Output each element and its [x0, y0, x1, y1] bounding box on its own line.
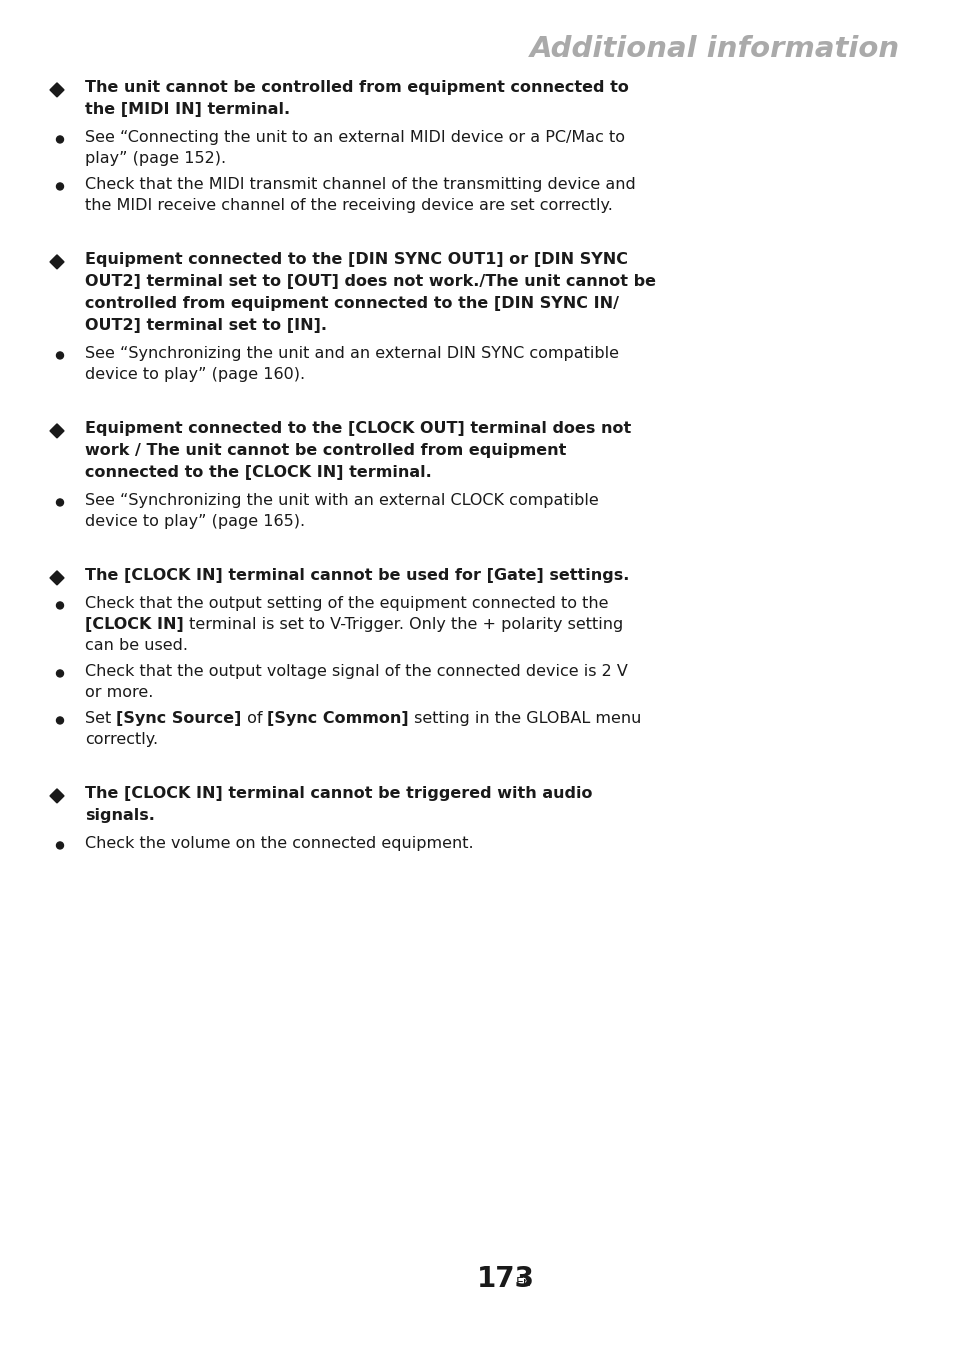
Text: or more.: or more.	[85, 685, 153, 700]
Circle shape	[56, 136, 64, 143]
Polygon shape	[50, 255, 64, 268]
Text: signals.: signals.	[85, 807, 154, 824]
Text: device to play” (page 165).: device to play” (page 165).	[85, 514, 305, 528]
Text: device to play” (page 160).: device to play” (page 160).	[85, 367, 305, 381]
Text: OUT2] terminal set to [IN].: OUT2] terminal set to [IN].	[85, 318, 327, 333]
Text: [CLOCK IN]: [CLOCK IN]	[85, 617, 184, 632]
Polygon shape	[50, 789, 64, 803]
Text: work / The unit cannot be controlled from equipment: work / The unit cannot be controlled fro…	[85, 443, 566, 458]
Text: The unit cannot be controlled from equipment connected to: The unit cannot be controlled from equip…	[85, 80, 628, 94]
Text: can be used.: can be used.	[85, 638, 188, 652]
Text: correctly.: correctly.	[85, 732, 158, 747]
Text: Additional information: Additional information	[529, 35, 899, 63]
Text: See “Synchronizing the unit with an external CLOCK compatible: See “Synchronizing the unit with an exte…	[85, 493, 598, 508]
Text: Equipment connected to the [DIN SYNC OUT1] or [DIN SYNC: Equipment connected to the [DIN SYNC OUT…	[85, 252, 627, 267]
Text: Check the volume on the connected equipment.: Check the volume on the connected equipm…	[85, 836, 473, 851]
Circle shape	[56, 717, 64, 724]
Text: En: En	[516, 1277, 531, 1289]
Circle shape	[56, 842, 64, 849]
Polygon shape	[50, 82, 64, 97]
Text: Check that the MIDI transmit channel of the transmitting device and: Check that the MIDI transmit channel of …	[85, 177, 635, 191]
Text: terminal is set to V-Trigger. Only the + polarity setting: terminal is set to V-Trigger. Only the +…	[184, 617, 622, 632]
Text: Set: Set	[85, 710, 116, 727]
Text: See “Synchronizing the unit and an external DIN SYNC compatible: See “Synchronizing the unit and an exter…	[85, 346, 618, 361]
Text: Check that the output setting of the equipment connected to the: Check that the output setting of the equ…	[85, 596, 608, 611]
Text: the [MIDI IN] terminal.: the [MIDI IN] terminal.	[85, 102, 290, 117]
Text: OUT2] terminal set to [OUT] does not work./The unit cannot be: OUT2] terminal set to [OUT] does not wor…	[85, 274, 656, 288]
Text: [Sync Common]: [Sync Common]	[267, 710, 409, 727]
Polygon shape	[50, 423, 64, 438]
Text: play” (page 152).: play” (page 152).	[85, 151, 226, 166]
Text: [Sync Source]: [Sync Source]	[116, 710, 241, 727]
Text: See “Connecting the unit to an external MIDI device or a PC/Mac to: See “Connecting the unit to an external …	[85, 129, 624, 146]
Circle shape	[56, 352, 64, 359]
Text: connected to the [CLOCK IN] terminal.: connected to the [CLOCK IN] terminal.	[85, 465, 432, 480]
Polygon shape	[50, 572, 64, 585]
Text: The [CLOCK IN] terminal cannot be used for [Gate] settings.: The [CLOCK IN] terminal cannot be used f…	[85, 568, 629, 582]
Text: The [CLOCK IN] terminal cannot be triggered with audio: The [CLOCK IN] terminal cannot be trigge…	[85, 786, 592, 801]
Text: of: of	[241, 710, 267, 727]
Text: controlled from equipment connected to the [DIN SYNC IN/: controlled from equipment connected to t…	[85, 297, 618, 311]
Text: Equipment connected to the [CLOCK OUT] terminal does not: Equipment connected to the [CLOCK OUT] t…	[85, 421, 631, 435]
Circle shape	[56, 183, 64, 190]
Text: 173: 173	[476, 1264, 535, 1293]
Text: setting in the GLOBAL menu: setting in the GLOBAL menu	[409, 710, 640, 727]
Circle shape	[56, 603, 64, 609]
Circle shape	[56, 670, 64, 677]
Circle shape	[56, 499, 64, 506]
Text: the MIDI receive channel of the receiving device are set correctly.: the MIDI receive channel of the receivin…	[85, 198, 612, 213]
Text: Check that the output voltage signal of the connected device is 2 V: Check that the output voltage signal of …	[85, 665, 627, 679]
